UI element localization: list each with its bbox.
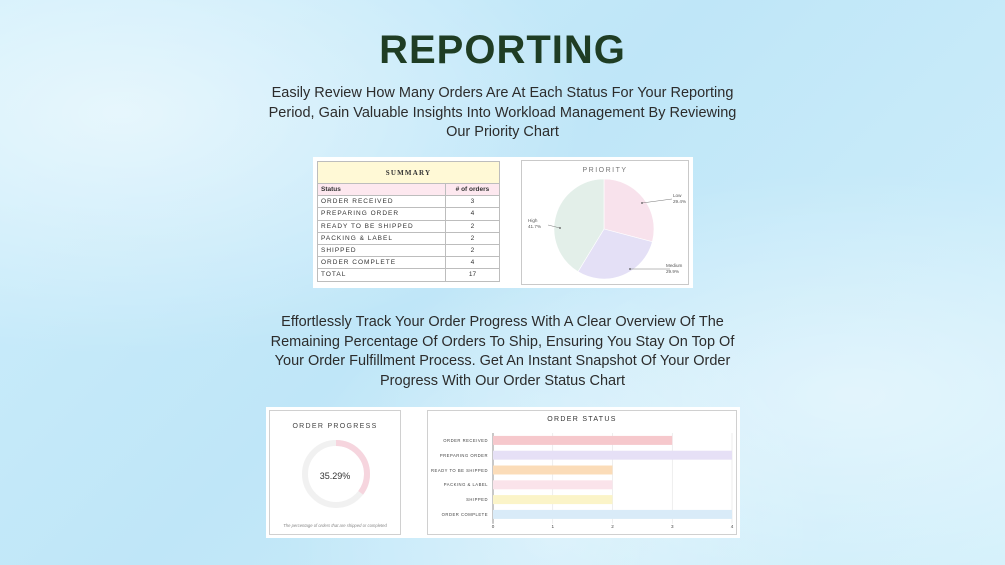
pie-slice-low (603, 178, 655, 243)
pie-leader-dot (641, 202, 643, 204)
status-cell: PACKING & LABEL (317, 231, 446, 245)
status-cell: PREPARING ORDER (317, 207, 446, 221)
pie-leader-dot (629, 268, 631, 270)
pie-label-high-pct: 41.7% (528, 223, 542, 229)
pie-label-high: High 41.7% (528, 218, 541, 229)
bar (493, 509, 732, 519)
table-row: ORDER RECEIVED 3 (317, 195, 501, 209)
order-progress-chart: ORDER PROGRESS 35.29% The percentage of … (269, 410, 401, 535)
pie-leader-line (641, 198, 673, 204)
order-status-title: ORDER STATUS (547, 416, 617, 423)
priority-chart-title: PRIORITY (582, 167, 628, 174)
category-label: ORDER COMPLETE (441, 511, 488, 517)
x-tick-label: 4 (730, 524, 734, 529)
order-progress-note: The percentage of orders that are shippe… (283, 523, 387, 528)
pie-leader-dot (559, 227, 561, 229)
status-cell: TOTAL (317, 268, 446, 282)
priority-chart: PRIORITY Low 29.4% Medium 29.9% High 41.… (521, 160, 689, 285)
pie-label-medium-pct: 29.9% (666, 268, 680, 274)
pie-label-medium-name: Medium (666, 263, 683, 268)
page-title: REPORTING (379, 28, 626, 72)
col-status-header: Status (317, 182, 446, 197)
bar (493, 465, 613, 475)
table-row: PREPARING ORDER 4 (317, 207, 501, 221)
count-cell: 2 (444, 243, 501, 258)
bar (493, 435, 673, 445)
x-tick-label: 3 (670, 524, 674, 529)
pie-label-high-name: High (528, 218, 538, 223)
status-cell: SHIPPED (317, 243, 446, 258)
order-progress-title: ORDER PROGRESS (292, 423, 378, 430)
count-cell: 2 (444, 231, 501, 245)
summary-heading: SUMMARY (317, 161, 500, 184)
progress-text: Effortlessly Track Your Order Progress W… (270, 314, 735, 389)
status-cell: ORDER RECEIVED (317, 195, 446, 209)
category-label: READY TO BE SHIPPED (431, 467, 488, 473)
donut-fill (302, 440, 370, 508)
count-cell: 17 (444, 268, 501, 282)
x-tick-label: 1 (551, 524, 555, 529)
pie-slice-high (553, 178, 605, 273)
table-row: READY TO BE SHIPPED 2 (317, 219, 501, 233)
bar (493, 450, 732, 460)
table-row: ORDER COMPLETE 4 (317, 256, 501, 270)
count-cell: 4 (444, 256, 501, 270)
status-cell: ORDER COMPLETE (317, 256, 446, 270)
pie-label-low-name: Low (673, 193, 682, 198)
category-label: ORDER RECEIVED (443, 437, 488, 443)
col-orders-header: # of orders (444, 182, 501, 197)
pie-label-medium: Medium 29.9% (666, 263, 682, 274)
summary-table: SUMMARY Status # of orders ORDER RECEIVE… (317, 161, 501, 282)
count-cell: 3 (444, 195, 501, 209)
count-cell: 2 (444, 219, 501, 233)
pie-label-low: Low 29.4% (673, 193, 686, 204)
table-row-total: TOTAL 17 (317, 268, 501, 282)
bar (493, 495, 613, 505)
pie-leader-line (547, 224, 561, 229)
category-label: PACKING & LABEL (443, 482, 488, 488)
order-status-chart: ORDER STATUS ORDER RECEIVED PREPARING ORD… (427, 410, 737, 535)
pie-label-low-pct: 29.4% (673, 198, 687, 204)
count-cell: 4 (444, 207, 501, 221)
category-label: SHIPPED (466, 497, 488, 503)
priority-pie-svg (547, 178, 673, 280)
x-tick-label: 0 (491, 524, 495, 529)
intro-text: Easily Review How Many Orders Are At Eac… (268, 85, 737, 140)
x-tick-label: 2 (611, 524, 614, 529)
order-progress-value: 35.29% (319, 471, 351, 481)
status-cell: READY TO BE SHIPPED (317, 219, 446, 233)
order-progress-donut (302, 440, 370, 508)
progress-status-panel: ORDER PROGRESS 35.29% The percentage of … (266, 407, 740, 538)
summary-priority-panel: SUMMARY Status # of orders ORDER RECEIVE… (313, 157, 693, 288)
category-label: PREPARING ORDER (439, 452, 488, 458)
bar (493, 480, 613, 490)
table-row: SHIPPED 2 (317, 243, 501, 258)
order-status-bars-svg (492, 433, 733, 524)
table-row: PACKING & LABEL 2 (317, 231, 501, 245)
